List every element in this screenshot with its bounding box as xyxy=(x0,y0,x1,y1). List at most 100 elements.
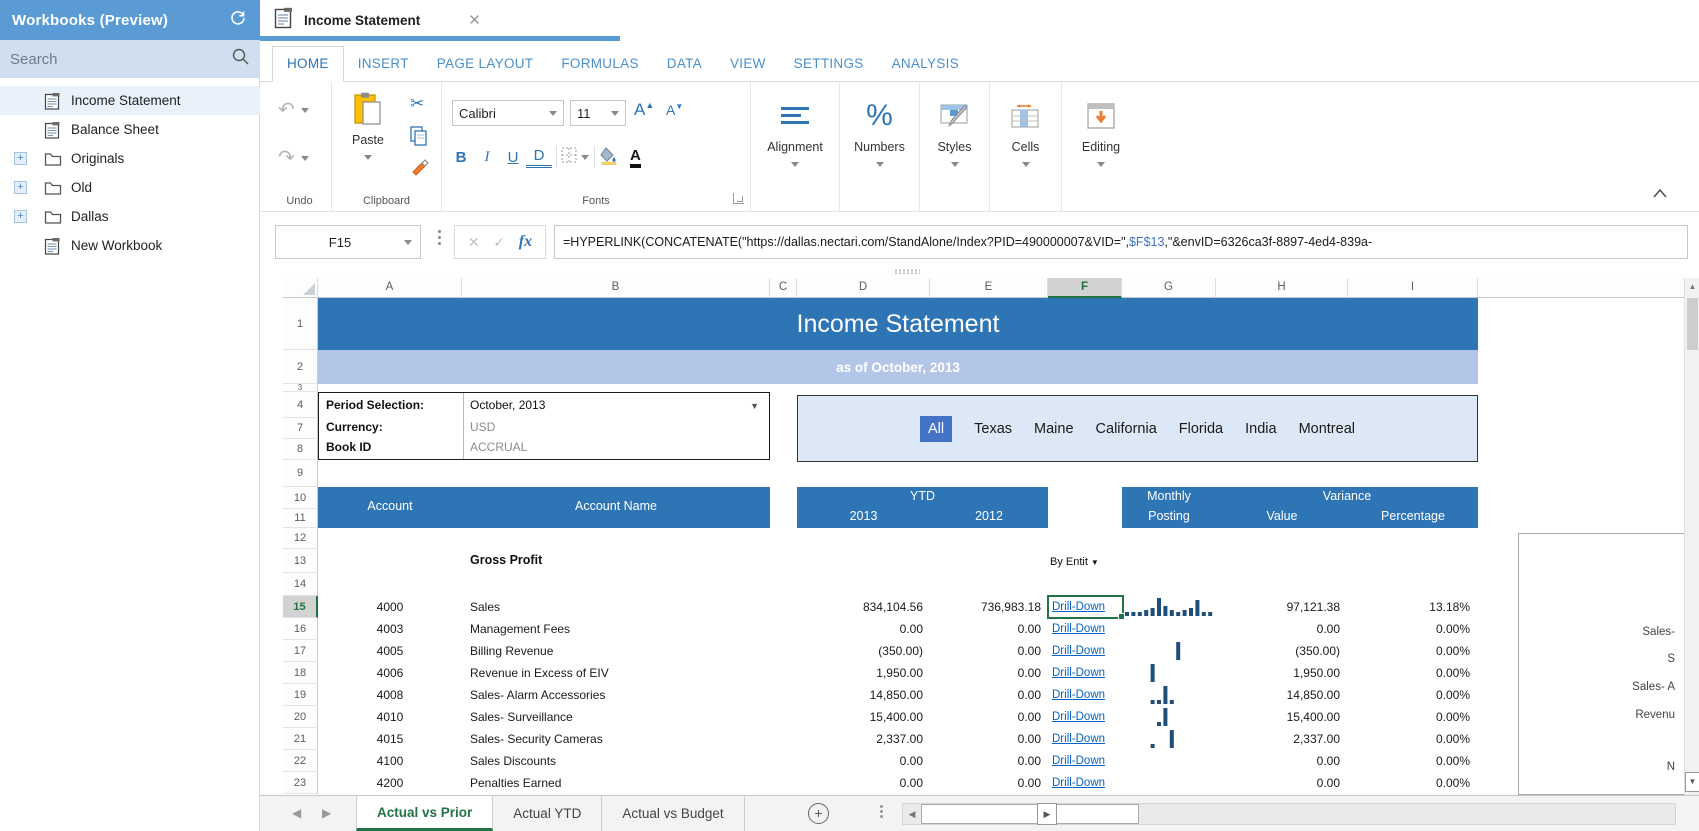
font-name-select[interactable]: Calibri xyxy=(452,100,564,126)
decrease-font-icon[interactable]: A▼ xyxy=(666,102,683,118)
column-header-h[interactable]: H xyxy=(1216,278,1348,298)
add-sheet-button[interactable]: + xyxy=(808,803,829,824)
sheet-options-kebab-icon[interactable] xyxy=(880,805,883,818)
cut-icon[interactable]: ✂ xyxy=(410,94,424,114)
row-header-1[interactable]: 1 xyxy=(283,298,318,350)
borders-icon[interactable] xyxy=(561,147,577,168)
row-header-9[interactable]: 9 xyxy=(283,460,318,487)
column-header-f[interactable]: F xyxy=(1048,278,1122,298)
fonts-dialog-launcher-icon[interactable] xyxy=(733,193,744,204)
formula-input[interactable]: =HYPERLINK(CONCATENATE("https://dallas.n… xyxy=(554,225,1688,259)
name-box[interactable]: F15 xyxy=(275,225,421,259)
cancel-entry-icon[interactable]: ✕ xyxy=(468,234,480,251)
sheet-tab-actual-vs-prior[interactable]: Actual vs Prior xyxy=(356,796,493,831)
ribbon-tab-home[interactable]: HOME xyxy=(272,46,344,82)
search-icon[interactable] xyxy=(231,47,250,71)
sheet-tab-actual-vs-budget[interactable]: Actual vs Budget xyxy=(602,796,744,831)
sidebar-item-balance-sheet[interactable]: Balance Sheet xyxy=(0,115,260,144)
refresh-icon[interactable] xyxy=(228,8,248,33)
period-value[interactable]: October, 2013 xyxy=(463,398,769,412)
row-header-12[interactable]: 12 xyxy=(283,528,318,549)
sheet-nav-left-icon[interactable]: ◀ xyxy=(292,806,301,820)
underline-icon[interactable]: U xyxy=(500,144,526,170)
redo-dropdown-icon[interactable] xyxy=(301,156,309,161)
row-header-11[interactable]: 11 xyxy=(283,509,318,528)
select-all-corner[interactable] xyxy=(283,278,318,298)
undo-icon[interactable]: ↶ xyxy=(278,100,295,120)
expand-icon[interactable]: + xyxy=(14,210,27,223)
drill-down-link[interactable]: Drill-Down xyxy=(1052,623,1105,635)
sheet-tab-actual-ytd[interactable]: Actual YTD xyxy=(493,796,602,831)
row-header-13[interactable]: 13 xyxy=(283,549,318,573)
scroll-up-icon[interactable]: ▲ xyxy=(1687,280,1698,294)
row-header-10[interactable]: 10 xyxy=(283,487,318,509)
drill-down-link[interactable]: Drill-Down xyxy=(1052,645,1105,657)
row-header-7[interactable]: 7 xyxy=(283,418,318,439)
row-header-4[interactable]: 4 xyxy=(283,392,318,418)
vertical-scroll-thumb[interactable] xyxy=(1687,298,1698,350)
formula-options-kebab-icon[interactable] xyxy=(432,230,446,245)
undo-dropdown-icon[interactable] xyxy=(301,108,309,113)
double-underline-icon[interactable]: D xyxy=(526,146,552,168)
collapse-ribbon-icon[interactable] xyxy=(1653,185,1667,203)
sidebar-item-old[interactable]: +Old xyxy=(0,173,260,202)
expand-icon[interactable]: + xyxy=(14,181,27,194)
column-header-e[interactable]: E xyxy=(930,278,1048,298)
filter-texas[interactable]: Texas xyxy=(974,421,1012,437)
increase-font-icon[interactable]: A▲ xyxy=(634,100,654,120)
drill-down-link[interactable]: Drill-Down xyxy=(1052,689,1105,701)
sidebar-item-dallas[interactable]: +Dallas xyxy=(0,202,260,231)
close-tab-icon[interactable]: ✕ xyxy=(468,11,481,29)
row-header-14[interactable]: 14 xyxy=(283,573,318,596)
filter-maine[interactable]: Maine xyxy=(1034,421,1074,437)
styles-button[interactable]: Styles xyxy=(920,94,989,172)
column-header-i[interactable]: I xyxy=(1348,278,1478,298)
fill-color-icon[interactable] xyxy=(600,145,620,170)
drill-down-link[interactable]: Drill-Down xyxy=(1052,733,1105,745)
font-size-select[interactable]: 11 xyxy=(570,100,626,126)
ribbon-tab-data[interactable]: DATA xyxy=(653,47,716,81)
column-header-g[interactable]: G xyxy=(1122,278,1216,298)
font-color-icon[interactable]: A xyxy=(630,147,641,168)
insert-function-icon[interactable]: fx xyxy=(519,233,532,251)
bold-icon[interactable]: B xyxy=(448,144,474,170)
filter-india[interactable]: India xyxy=(1245,421,1276,437)
scroll-down-icon[interactable]: ▼ xyxy=(1685,772,1699,792)
search-input[interactable] xyxy=(10,51,231,68)
redo-icon[interactable]: ↷ xyxy=(278,148,295,168)
expand-icon[interactable]: + xyxy=(14,152,27,165)
ribbon-tab-settings[interactable]: SETTINGS xyxy=(780,47,878,81)
borders-dropdown-icon[interactable] xyxy=(581,155,589,160)
filter-florida[interactable]: Florida xyxy=(1179,421,1223,437)
column-header-d[interactable]: D xyxy=(797,278,930,298)
row-header-8[interactable]: 8 xyxy=(283,439,318,460)
row-header-3[interactable]: 3 xyxy=(283,384,318,392)
alignment-button[interactable]: Alignment xyxy=(751,94,839,172)
drill-down-link[interactable]: Drill-Down xyxy=(1052,711,1105,723)
horizontal-scroll-thumb[interactable] xyxy=(921,804,1139,824)
sidebar-item-new-workbook[interactable]: New Workbook xyxy=(0,231,260,260)
filter-all[interactable]: All xyxy=(920,416,952,442)
document-tab[interactable]: Income Statement ✕ xyxy=(274,4,481,36)
column-header-b[interactable]: B xyxy=(462,278,770,298)
confirm-entry-icon[interactable]: ✓ xyxy=(493,234,505,251)
column-header-c[interactable]: C xyxy=(770,278,797,298)
horizontal-scrollbar[interactable]: ◀ xyxy=(902,803,1676,825)
sidebar-item-income-statement[interactable]: Income Statement xyxy=(0,86,260,115)
sidebar-item-originals[interactable]: +Originals xyxy=(0,144,260,173)
drill-down-link[interactable]: Drill-Down xyxy=(1052,755,1105,767)
ribbon-tab-insert[interactable]: INSERT xyxy=(344,47,423,81)
ribbon-tab-formulas[interactable]: FORMULAS xyxy=(547,47,652,81)
editing-button[interactable]: Editing xyxy=(1062,94,1140,172)
italic-icon[interactable]: I xyxy=(474,144,500,170)
numbers-button[interactable]: % Numbers xyxy=(840,94,919,172)
drill-down-link[interactable]: Drill-Down xyxy=(1052,667,1105,679)
filter-california[interactable]: California xyxy=(1096,421,1157,437)
sheet-nav-right-icon[interactable]: ▶ xyxy=(322,806,331,820)
cells-button[interactable]: Cells xyxy=(990,94,1061,172)
row-header-2[interactable]: 2 xyxy=(283,350,318,384)
period-dropdown-icon[interactable]: ▼ xyxy=(750,401,759,411)
scroll-left-icon[interactable]: ◀ xyxy=(905,806,919,822)
formula-bar-resize-handle[interactable] xyxy=(894,269,920,274)
format-painter-icon[interactable] xyxy=(410,158,430,183)
